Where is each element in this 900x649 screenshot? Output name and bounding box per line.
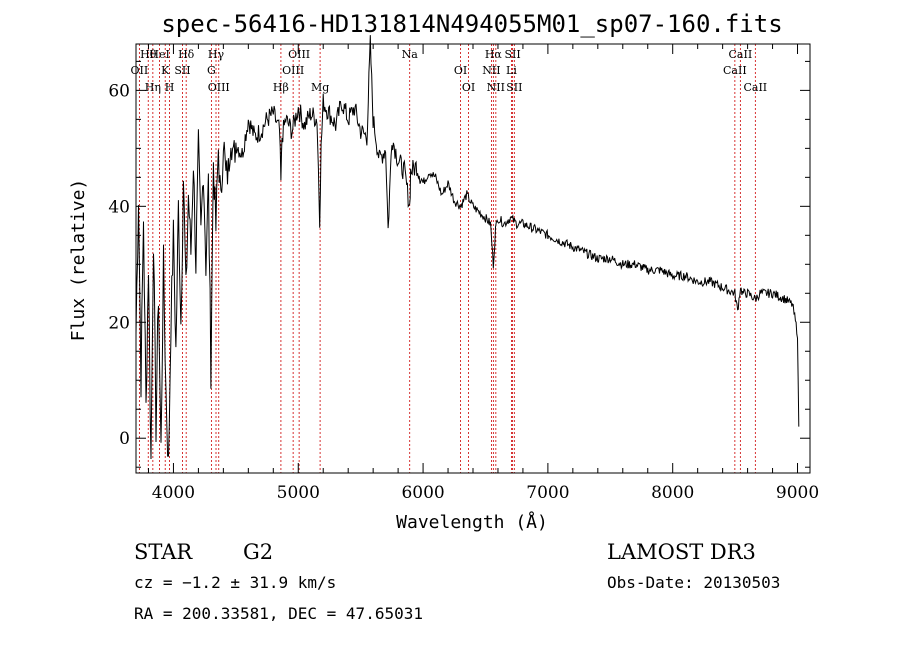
spectral-line-label: OI [454, 64, 467, 77]
spectral-line-label: SII [504, 48, 520, 61]
x-tick-label: 8000 [651, 483, 694, 503]
redshift-text: cz = −1.2 ± 31.9 km/s [134, 573, 336, 592]
spectral-line-label: CaII [729, 48, 753, 61]
spectral-line-label: Hβ [273, 81, 289, 94]
spectral-line-label: CaII [743, 81, 767, 94]
x-tick-label: 6000 [401, 483, 444, 503]
spectral-line-label: H [165, 81, 175, 94]
spectral-line-label: OII [131, 64, 149, 77]
spectral-line-label: HeI [149, 48, 169, 61]
object-class: STAR [134, 540, 193, 564]
spectral-line-label: OI [462, 81, 475, 94]
plot-frame [135, 43, 811, 474]
spectral-line-label: SII [506, 81, 522, 94]
spectral-line-label: Na [402, 48, 419, 61]
y-tick-label: 20 [108, 313, 130, 333]
spectral-line-label: Li [506, 64, 517, 77]
spectral-line-label: Hα [485, 48, 503, 61]
coordinates-text: RA = 200.33581, DEC = 47.65031 [134, 604, 423, 623]
y-tick-label: 60 [108, 81, 130, 101]
spectral-line-label: NII [482, 64, 500, 77]
x-axis-label: Wavelength (Å) [396, 511, 548, 533]
spectral-line-label: SII [174, 64, 190, 77]
spectral-line-label: CaII [723, 64, 747, 77]
y-tick-label: 0 [119, 429, 130, 449]
survey-name: LAMOST DR3 [607, 540, 756, 564]
spectral-line-label: Hγ [208, 48, 225, 61]
y-axis-ticks: 0 20 40 60 [108, 60, 810, 468]
spectral-line-label: OIII [288, 48, 310, 61]
spectral-line-label: G [207, 64, 216, 77]
spectral-line-markers [138, 44, 756, 473]
spectral-line-labels: Hθ OII Hη HeI KH Hδ SII OIII Hγ G Hβ OIII OIII Mg Na OI… [131, 48, 768, 94]
x-axis-ticks: 4000 5000 6000 7000 8000 9000 [147, 44, 819, 503]
spectral-line-label: Mg [311, 81, 329, 94]
spectrum-series-line [135, 35, 800, 460]
spectral-line-label: Hθ [140, 48, 157, 61]
spectral-line-label: Hδ [178, 48, 195, 61]
spectral-line-label: Hη [145, 81, 161, 94]
observation-date: Obs-Date: 20130503 [607, 573, 780, 592]
y-tick-label: 40 [108, 197, 130, 217]
x-tick-label: 4000 [152, 483, 195, 503]
x-tick-label: 9000 [776, 483, 819, 503]
object-subclass: G2 [243, 540, 273, 564]
spectral-line-label: OIII [282, 64, 304, 77]
x-tick-label: 5000 [277, 483, 320, 503]
spectral-line-label: NII [487, 81, 505, 94]
y-axis-label: Flux (relative) [68, 179, 89, 342]
spectral-line-label: K [161, 64, 170, 77]
x-tick-label: 7000 [526, 483, 569, 503]
chart-title: spec-56416-HD131814N494055M01_sp07-160.f… [161, 10, 782, 38]
spectral-line-label: OIII [208, 81, 230, 94]
